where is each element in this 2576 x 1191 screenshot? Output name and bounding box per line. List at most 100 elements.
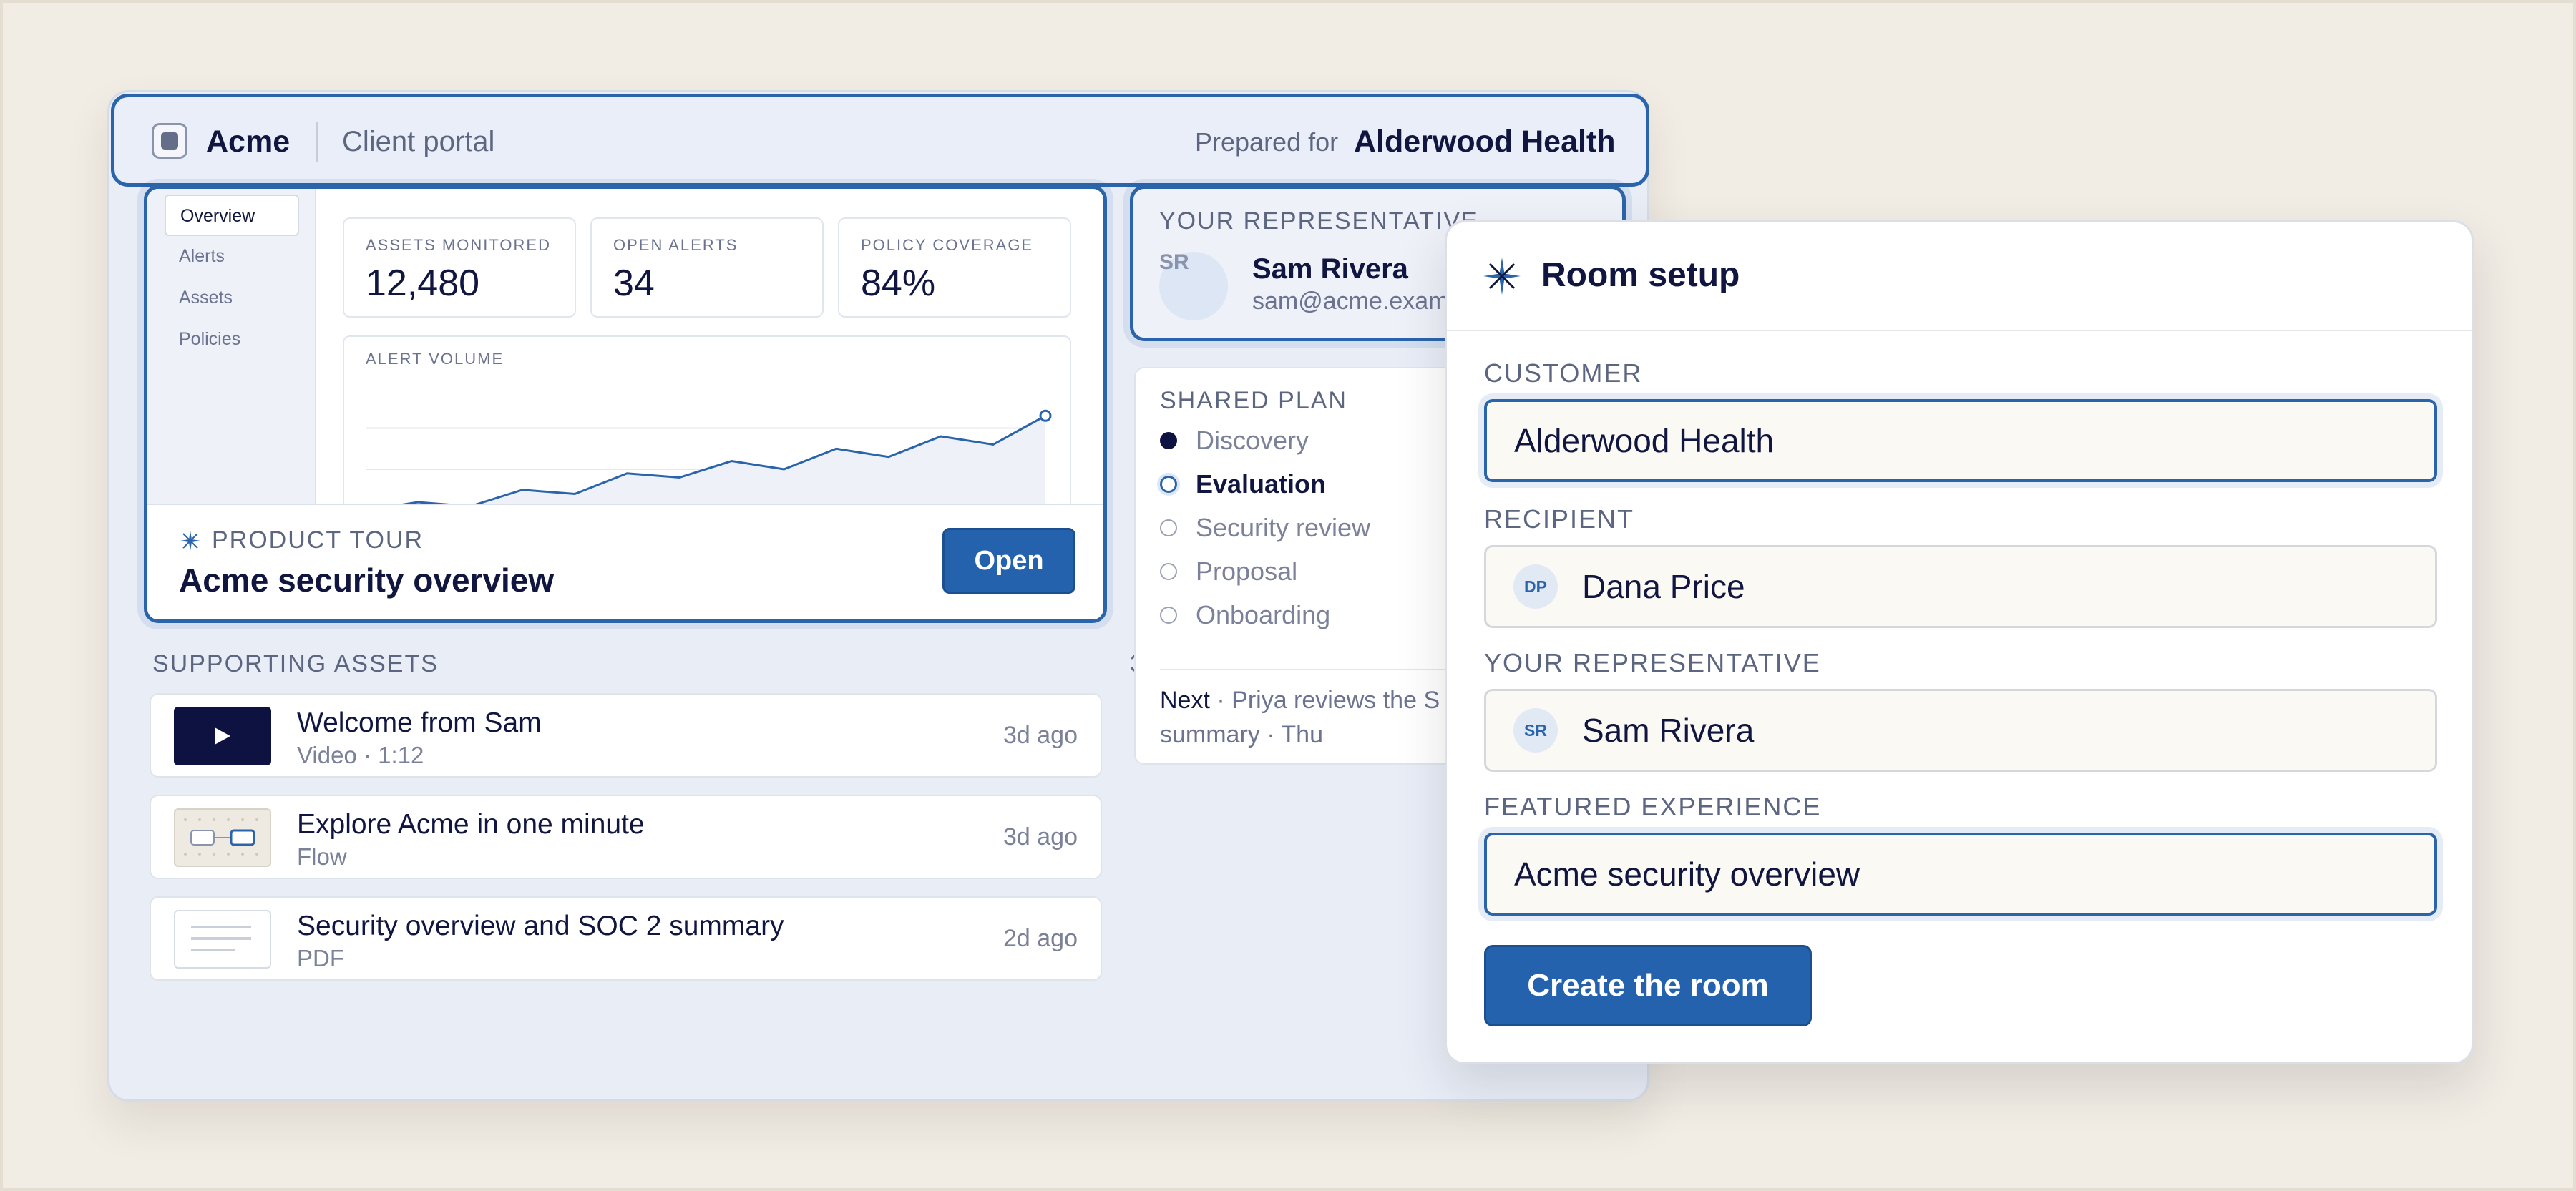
room-setup-dialog: Room setup CUSTOMER Alderwood Health REC… xyxy=(1445,220,2474,1064)
plan-step-label: Discovery xyxy=(1196,426,1309,455)
alert-volume-chart: ALERT VOLUME xyxy=(343,335,1071,521)
rep-label: YOUR REPRESENTATIVE xyxy=(1159,207,1479,235)
recipient-value: Dana Price xyxy=(1582,568,1745,605)
plan-next-step: Next · Priya reviews the S summary · Thu xyxy=(1160,683,1440,752)
chart-area xyxy=(366,416,1045,520)
tour-title: Acme security overview xyxy=(179,562,555,599)
plan-divider xyxy=(1160,669,1623,670)
play-icon xyxy=(215,727,230,745)
customer-value: Alderwood Health xyxy=(1514,422,1775,459)
representative-field[interactable]: SR Sam Rivera xyxy=(1484,689,2437,772)
rep-email: sam@acme.exam xyxy=(1252,288,1449,315)
tour-kicker-label: PRODUCT TOUR xyxy=(212,526,424,554)
prepared-for-name: Alderwood Health xyxy=(1354,124,1616,159)
avatar: DP xyxy=(1513,564,1558,609)
stat-label: OPEN ALERTS xyxy=(613,236,738,254)
brand-name: Acme xyxy=(206,124,291,159)
asset-time: 2d ago xyxy=(1003,925,1078,952)
preview-nav-policies: Policies xyxy=(179,329,241,349)
avatar xyxy=(1159,252,1228,320)
asset-title: Explore Acme in one minute xyxy=(297,809,645,840)
featured-experience-field[interactable]: Acme security overview xyxy=(1484,833,2437,916)
plan-step-label: Security review xyxy=(1196,513,1371,542)
rep-name: Sam Rivera xyxy=(1252,253,1408,285)
customer-field[interactable]: Alderwood Health xyxy=(1484,399,2437,482)
plan-step-label: Proposal xyxy=(1196,557,1298,586)
acme-logo-icon xyxy=(152,123,187,159)
recipient-field[interactable]: DP Dana Price xyxy=(1484,545,2437,628)
asset-row-flow[interactable]: Explore Acme in one minute Flow 3d ago xyxy=(150,795,1102,879)
chart-last-point xyxy=(1039,409,1052,422)
product-tour-card[interactable]: Overview Alerts Assets Policies ASSETS M… xyxy=(144,185,1107,623)
stat-open-alerts: OPEN ALERTS 34 xyxy=(590,217,824,318)
open-tour-button[interactable]: Open xyxy=(942,528,1075,594)
portal-header: Acme Client portal Prepared for Alderwoo… xyxy=(111,94,1649,187)
tour-preview-sidebar: Overview Alerts Assets Policies xyxy=(147,189,316,504)
recipient-label: RECIPIENT xyxy=(1484,504,1635,534)
customer-label: CUSTOMER xyxy=(1484,358,1643,388)
plan-step-proposal: Proposal xyxy=(1160,557,1297,587)
alert-volume-svg xyxy=(365,409,1052,520)
plan-step-label: Evaluation xyxy=(1196,469,1327,499)
preview-nav-assets: Assets xyxy=(179,288,233,308)
plan-step-evaluation: Evaluation xyxy=(1160,469,1326,499)
asset-title: Security overview and SOC 2 summary xyxy=(297,911,784,941)
sparkle-icon xyxy=(180,530,200,551)
create-room-button[interactable]: Create the room xyxy=(1484,945,1812,1026)
stat-assets-monitored: ASSETS MONITORED 12,480 xyxy=(343,217,576,318)
preview-nav-alerts: Alerts xyxy=(179,246,225,266)
chart-title: ALERT VOLUME xyxy=(366,350,504,368)
asset-meta: PDF xyxy=(297,945,344,971)
chart-series-line xyxy=(365,414,1046,511)
asset-meta: Video · 1:12 xyxy=(297,742,424,768)
preview-nav-overview: Overview xyxy=(165,195,299,236)
representative-label: YOUR REPRESENTATIVE xyxy=(1484,648,1821,677)
shared-plan-card: SHARED PLAN Discovery Evaluation Securit… xyxy=(1134,367,1624,765)
step-pending-icon xyxy=(1160,607,1177,624)
document-icon xyxy=(191,926,251,951)
plan-step-onboarding: Onboarding xyxy=(1160,600,1330,630)
asset-meta: Flow xyxy=(297,843,347,870)
flow-thumbnail xyxy=(174,808,271,867)
step-current-icon xyxy=(1160,476,1177,493)
plan-step-discovery: Discovery xyxy=(1160,426,1309,456)
rep-initials: SR xyxy=(1159,250,1189,274)
featured-experience-label: FEATURED EXPERIENCE xyxy=(1484,792,1822,821)
next-label: Next xyxy=(1160,687,1210,714)
representative-value: Sam Rivera xyxy=(1582,712,1755,749)
plan-step-label: Onboarding xyxy=(1196,600,1331,629)
prepared-for-label: Prepared for xyxy=(1195,127,1339,157)
dialog-title: Room setup xyxy=(1541,256,1740,294)
stat-value: 12,480 xyxy=(366,263,480,304)
step-pending-icon xyxy=(1160,519,1177,536)
header-divider xyxy=(316,122,318,162)
stat-value: 34 xyxy=(613,263,655,304)
stat-policy-coverage: POLICY COVERAGE 84% xyxy=(838,217,1071,318)
featured-experience-value: Acme security overview xyxy=(1514,856,1860,893)
next-text: · Priya reviews the S xyxy=(1209,687,1440,714)
asset-time: 3d ago xyxy=(1003,823,1078,851)
supporting-assets-title: SUPPORTING ASSETS xyxy=(152,650,439,677)
stat-label: POLICY COVERAGE xyxy=(861,236,1034,254)
asset-row-video[interactable]: Welcome from Sam Video · 1:12 3d ago xyxy=(150,693,1102,778)
stat-value: 84% xyxy=(861,263,936,304)
stat-label: ASSETS MONITORED xyxy=(366,236,551,254)
next-text-line2: summary · Thu xyxy=(1160,721,1323,748)
portal-subtitle: Client portal xyxy=(342,126,495,157)
asset-row-pdf[interactable]: Security overview and SOC 2 summary PDF … xyxy=(150,896,1102,981)
tour-footer: PRODUCT TOUR Acme security overview Open xyxy=(147,504,1103,619)
video-thumbnail xyxy=(174,707,271,765)
tour-kicker: PRODUCT TOUR xyxy=(179,526,424,554)
sparkle-icon xyxy=(1483,258,1521,295)
asset-title: Welcome from Sam xyxy=(297,707,542,738)
pdf-thumbnail xyxy=(174,910,271,969)
client-portal-window: Acme Client portal Prepared for Alderwoo… xyxy=(107,90,1649,1102)
step-pending-icon xyxy=(1160,563,1177,580)
supporting-assets-header: SUPPORTING ASSETS 3 xyxy=(152,650,1143,678)
plan-step-security-review: Security review xyxy=(1160,513,1370,543)
flow-icon xyxy=(184,818,258,856)
shared-plan-label: SHARED PLAN xyxy=(1160,387,1347,414)
asset-time: 3d ago xyxy=(1003,722,1078,749)
step-complete-icon xyxy=(1160,432,1177,449)
